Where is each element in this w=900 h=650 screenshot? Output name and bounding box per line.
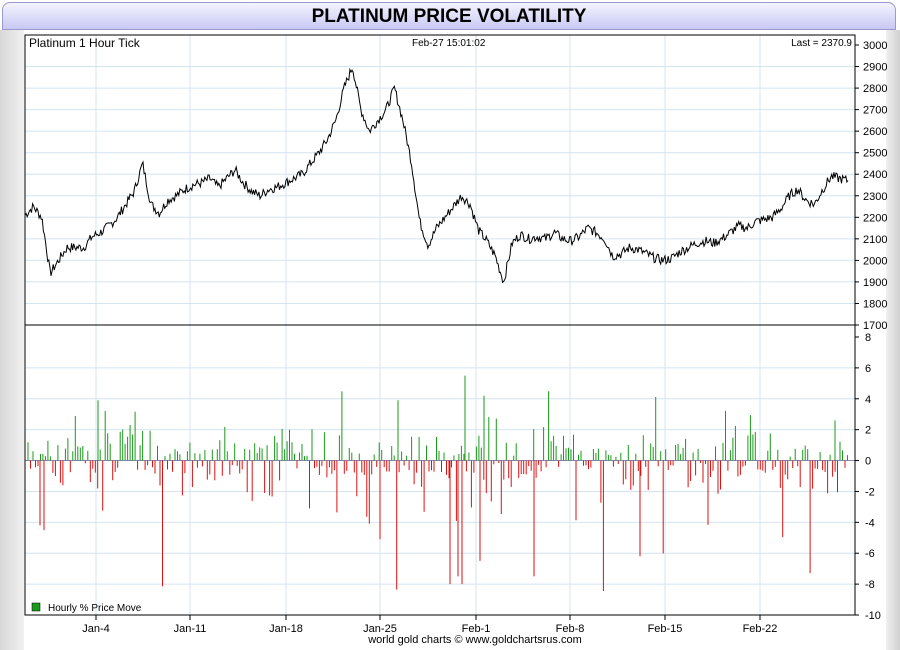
x-tick-label: Jan-11 xyxy=(174,623,207,635)
price-tick-label: 1900 xyxy=(863,277,887,289)
series-label: Platinum 1 Hour Tick xyxy=(29,36,141,50)
x-tick-label: Jan-4 xyxy=(82,623,110,635)
title-bar: PLATINUM PRICE VOLATILITY xyxy=(2,2,896,30)
price-tick-label: 2300 xyxy=(863,191,887,203)
footer-credit: world gold charts © www.goldchartsrus.co… xyxy=(367,634,582,646)
volatility-panel-border xyxy=(24,324,856,616)
vol-tick-label: -6 xyxy=(865,548,875,560)
last-price-label: Last = 2370.9 xyxy=(791,38,852,49)
vol-tick-label: -4 xyxy=(865,517,875,529)
price-tick-label: 2200 xyxy=(863,212,887,224)
chart-title: PLATINUM PRICE VOLATILITY xyxy=(311,6,587,27)
price-tick-label: 2400 xyxy=(863,169,887,181)
x-tick-label: Feb-1 xyxy=(462,623,491,635)
price-tick-label: 2600 xyxy=(863,126,887,138)
x-tick-label: Feb-15 xyxy=(648,623,683,635)
price-tick-label: 2500 xyxy=(863,148,887,160)
price-series-line xyxy=(24,67,849,284)
price-tick-label: 2000 xyxy=(863,255,887,267)
price-tick-label: 1700 xyxy=(863,320,887,332)
vol-tick-label: -8 xyxy=(865,579,875,591)
volatility-panel xyxy=(25,375,855,591)
price-tick-label: 1800 xyxy=(863,298,887,310)
right-frame-border xyxy=(886,30,900,650)
price-tick-label: 2900 xyxy=(863,62,887,74)
x-tick-label: Feb-22 xyxy=(743,623,778,635)
legend-swatch xyxy=(31,602,41,612)
price-tick-label: 3000 xyxy=(863,40,887,52)
price-tick-label: 2100 xyxy=(863,234,887,246)
vol-tick-label: 2 xyxy=(865,425,871,437)
vol-tick-label: 0 xyxy=(865,456,871,468)
vol-tick-label: -10 xyxy=(865,610,881,622)
axis-layer: Jan-4 Jan-11 Jan-18 Jan-25 Feb-1 Feb-8 Feb-15 F… xyxy=(82,40,887,635)
x-tick-label: Feb-8 xyxy=(556,623,585,635)
price-tick-label: 2700 xyxy=(863,105,887,117)
vol-tick-label: 8 xyxy=(865,332,871,344)
vol-tick-label: 4 xyxy=(865,394,871,406)
x-tick-label: Jan-25 xyxy=(363,623,397,635)
left-frame-border xyxy=(0,30,24,650)
vol-tick-label: -2 xyxy=(865,486,875,498)
x-tick-label: Jan-18 xyxy=(269,623,303,635)
price-panel xyxy=(24,67,849,284)
legend-label: Hourly % Price Move xyxy=(48,603,142,614)
price-tick-label: 2800 xyxy=(863,83,887,95)
timestamp-label: Feb-27 15:01:02 xyxy=(412,38,486,49)
vol-tick-label: 6 xyxy=(865,363,871,375)
